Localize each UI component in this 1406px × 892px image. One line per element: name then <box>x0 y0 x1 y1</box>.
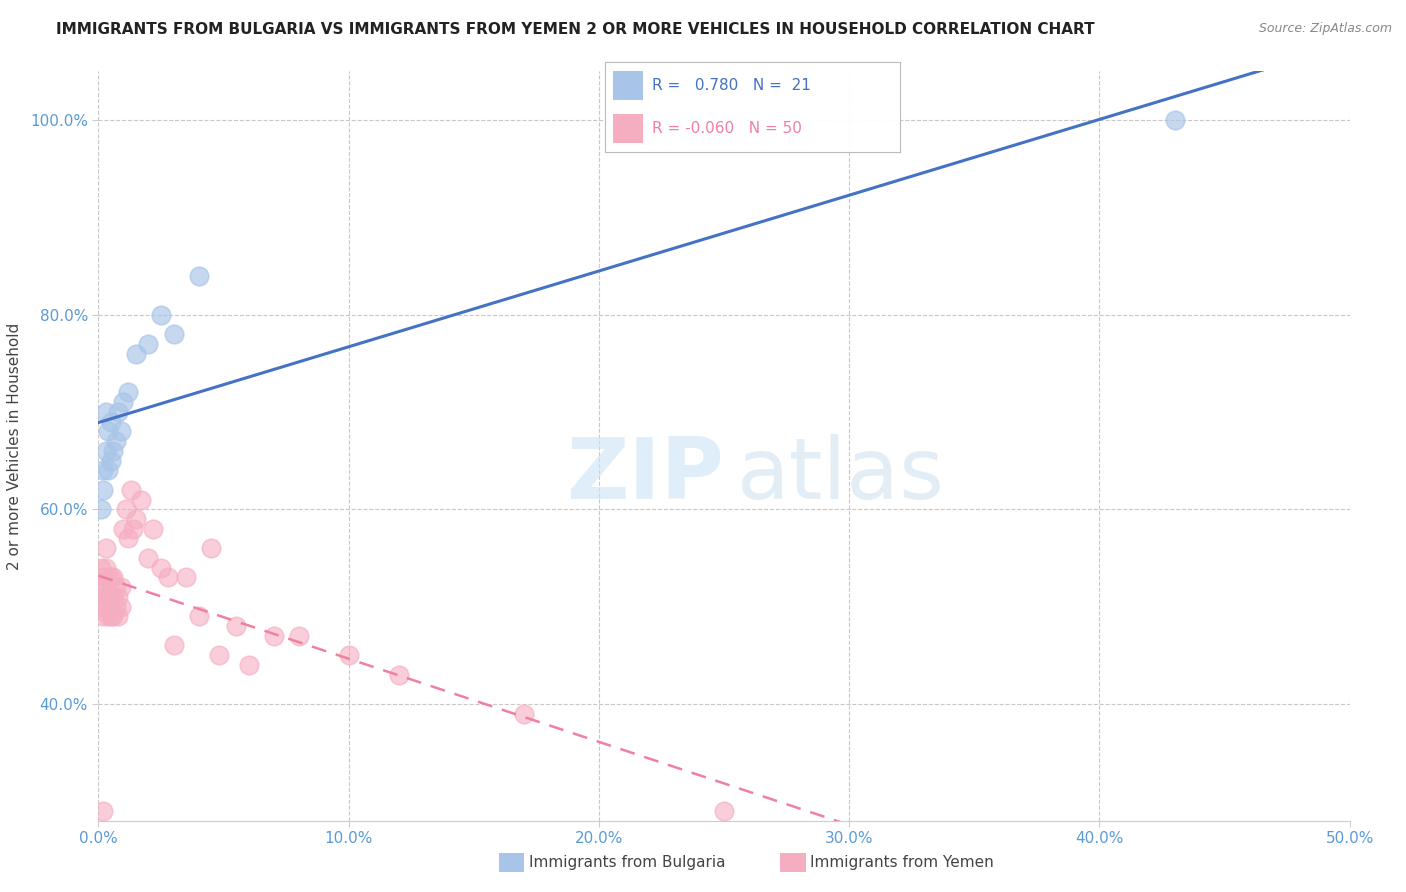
Point <box>97 609 120 624</box>
Point <box>94 599 117 614</box>
Point <box>238 657 260 672</box>
Text: Immigrants from Yemen: Immigrants from Yemen <box>810 855 994 870</box>
Point <box>107 590 129 604</box>
Point <box>90 599 112 614</box>
Point <box>117 385 139 400</box>
Point <box>112 395 135 409</box>
Point <box>97 590 120 604</box>
Point <box>388 667 411 681</box>
Point <box>110 425 132 439</box>
Point <box>93 570 115 584</box>
Point <box>117 532 139 546</box>
Point <box>94 405 117 419</box>
Point <box>103 570 125 584</box>
Point <box>90 580 112 594</box>
Text: ZIP: ZIP <box>567 434 724 517</box>
Point <box>107 609 129 624</box>
Point <box>93 590 115 604</box>
Point <box>100 453 122 467</box>
Point <box>337 648 360 663</box>
Point <box>112 522 135 536</box>
Point <box>104 599 127 614</box>
Text: IMMIGRANTS FROM BULGARIA VS IMMIGRANTS FROM YEMEN 2 OR MORE VEHICLES IN HOUSEHOL: IMMIGRANTS FROM BULGARIA VS IMMIGRANTS F… <box>56 22 1095 37</box>
Point <box>287 629 309 643</box>
Point <box>122 522 145 536</box>
Point <box>207 648 229 663</box>
Y-axis label: 2 or more Vehicles in Household: 2 or more Vehicles in Household <box>7 322 21 570</box>
Point <box>225 619 247 633</box>
Point <box>187 609 209 624</box>
Text: R = -0.060   N = 50: R = -0.060 N = 50 <box>652 121 801 136</box>
Point <box>110 580 132 594</box>
Point <box>713 804 735 818</box>
Point <box>97 570 120 584</box>
Point <box>138 550 160 565</box>
Point <box>90 560 112 574</box>
Point <box>97 425 120 439</box>
Point <box>94 443 117 458</box>
Point <box>263 629 285 643</box>
Point <box>103 443 125 458</box>
Point <box>138 336 160 351</box>
Text: Immigrants from Bulgaria: Immigrants from Bulgaria <box>529 855 725 870</box>
Point <box>94 560 117 574</box>
Point <box>93 463 115 477</box>
Point <box>97 463 120 477</box>
Point <box>200 541 222 556</box>
Point <box>115 502 138 516</box>
Point <box>129 492 152 507</box>
Point <box>104 580 127 594</box>
Point <box>157 570 180 584</box>
Point <box>162 639 184 653</box>
Point <box>94 541 117 556</box>
Point <box>125 346 148 360</box>
Point <box>110 599 132 614</box>
Point <box>162 327 184 342</box>
Bar <box>613 114 643 143</box>
Point <box>93 804 115 818</box>
Point <box>142 522 165 536</box>
Bar <box>613 71 643 100</box>
Point <box>93 483 115 497</box>
Point <box>1163 113 1185 128</box>
Point <box>125 512 148 526</box>
Text: atlas: atlas <box>737 434 945 517</box>
Text: Source: ZipAtlas.com: Source: ZipAtlas.com <box>1258 22 1392 36</box>
Point <box>94 580 117 594</box>
Point <box>103 590 125 604</box>
Point <box>150 560 173 574</box>
Point <box>120 483 142 497</box>
Point <box>107 405 129 419</box>
Text: R =   0.780   N =  21: R = 0.780 N = 21 <box>652 78 811 93</box>
Point <box>187 268 209 283</box>
Point <box>513 706 536 721</box>
Point <box>90 502 112 516</box>
Point <box>100 570 122 584</box>
Point <box>104 434 127 449</box>
Point <box>174 570 197 584</box>
Point <box>100 609 122 624</box>
Point <box>150 308 173 322</box>
Point <box>100 590 122 604</box>
Point <box>93 609 115 624</box>
Point <box>103 609 125 624</box>
Point <box>100 415 122 429</box>
